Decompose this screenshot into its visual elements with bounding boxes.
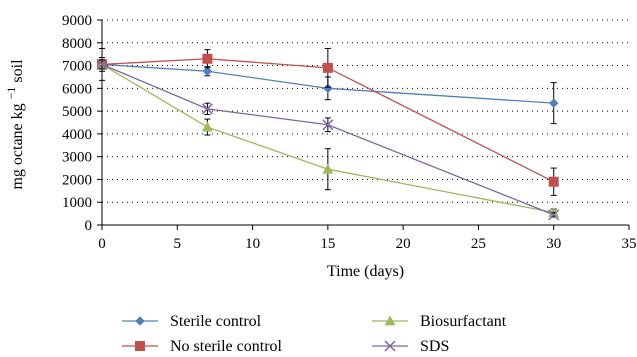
legend-item: SDS	[372, 338, 449, 355]
data-point	[322, 163, 334, 174]
legend-label: SDS	[420, 338, 449, 355]
data-point	[322, 119, 334, 131]
y-tick-label: 1000	[62, 195, 92, 211]
data-point	[548, 98, 559, 108]
legend: Sterile control No sterile control Biosurf…	[122, 313, 507, 355]
x-marker-stroke	[201, 103, 213, 115]
y-axis-title: mg octane kg −1 soil	[2, 59, 26, 190]
y-tick-label: 4000	[62, 127, 92, 143]
x-tick-label: 10	[245, 236, 260, 252]
legend-label: Sterile control	[170, 313, 262, 330]
data-point	[548, 206, 560, 217]
x-tick-label: 35	[622, 236, 637, 252]
x-tick-label: 20	[396, 236, 411, 252]
axes	[97, 19, 630, 230]
y-tick-label: 0	[85, 218, 93, 234]
legend-item: Biosurfactant	[372, 313, 507, 330]
y-tick-label: 5000	[62, 104, 92, 120]
legend-marker	[384, 315, 396, 326]
x-tick-label: 0	[98, 236, 106, 252]
x-marker-stroke	[322, 119, 334, 131]
x-marker-stroke	[384, 340, 396, 352]
x-tick-label: 5	[174, 236, 182, 252]
x-tick-label: 30	[546, 236, 561, 252]
x-axis-title: Time (days)	[327, 263, 404, 280]
series-line	[101, 63, 554, 216]
data-point	[548, 176, 559, 187]
data-point	[201, 103, 213, 115]
y-tick-labels: 0 1000 2000 3000 4000 5000 6000 7000 8000 9000	[62, 13, 92, 234]
y-axis-title-superscript: −1	[4, 87, 18, 100]
legend-marker	[135, 316, 145, 326]
series-line	[101, 58, 555, 183]
data-point	[548, 209, 560, 221]
x-tick-labels: 0 5 10 15 20 25 30 35	[98, 236, 636, 252]
data-point	[202, 66, 213, 77]
y-tick-label: 9000	[62, 13, 92, 29]
series-sds	[96, 58, 560, 221]
legend-marker	[135, 341, 145, 351]
y-tick-label: 6000	[62, 81, 92, 97]
data-point	[322, 62, 333, 73]
x-tick-label: 25	[471, 236, 486, 252]
legend-label: No sterile control	[170, 338, 283, 355]
series-line	[101, 63, 554, 104]
y-tick-label: 8000	[62, 36, 92, 52]
data-point	[202, 53, 213, 64]
legend-marker	[384, 340, 396, 352]
y-tick-label: 7000	[62, 59, 92, 75]
x-marker-stroke	[96, 58, 108, 70]
y-tick-label: 2000	[62, 172, 92, 188]
x-tick-label: 15	[320, 236, 335, 252]
legend-label: Biosurfactant	[420, 313, 507, 330]
y-axis-title-tail: soil	[9, 59, 26, 83]
x-marker-stroke	[548, 209, 560, 221]
data-point	[201, 121, 213, 132]
series-sterile-control	[97, 57, 559, 125]
legend-item: No sterile control	[122, 338, 283, 355]
legend-item: Sterile control	[122, 313, 262, 330]
data-point	[96, 58, 108, 70]
y-tick-label: 3000	[62, 150, 92, 166]
series-line	[101, 63, 554, 214]
y-axis-title-main: mg octane kg	[9, 103, 26, 189]
series-layer	[96, 47, 560, 221]
